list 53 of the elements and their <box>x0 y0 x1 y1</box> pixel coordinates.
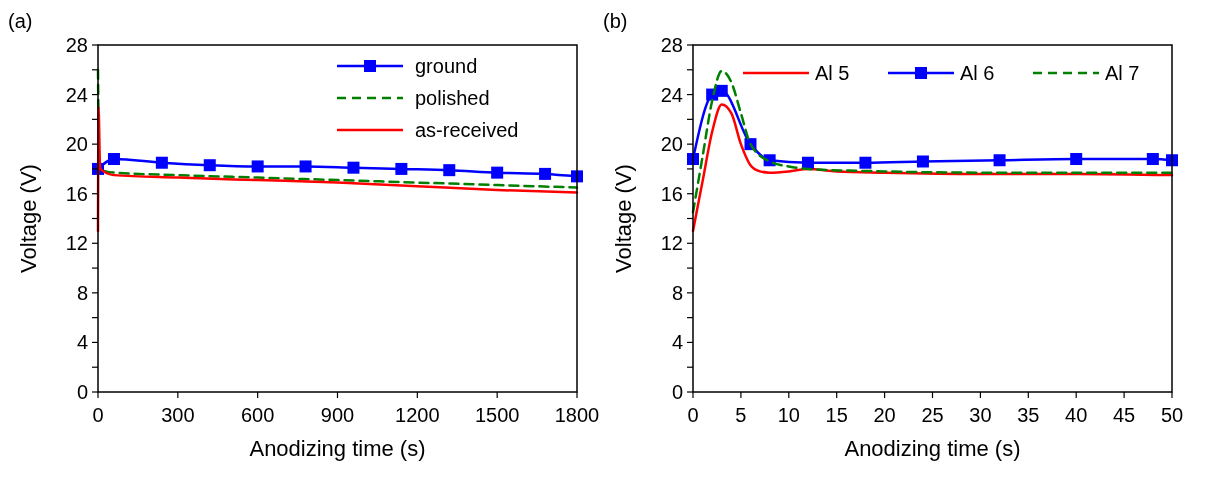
y-tick-label: 4 <box>671 331 683 354</box>
legend-label: polished <box>415 87 490 109</box>
legend-label: as-received <box>415 119 519 141</box>
x-tick-label: 45 <box>1112 404 1136 426</box>
y-tick-label: 16 <box>660 182 683 205</box>
x-tick-label: 1200 <box>395 404 440 426</box>
y-tick-label: 0 <box>76 381 88 403</box>
point <box>715 84 728 97</box>
x-tick-label: 300 <box>161 404 195 426</box>
legend-label: ground <box>415 55 478 77</box>
point <box>1070 153 1083 166</box>
y-tick-label: 28 <box>65 34 88 56</box>
x-tick-label: 600 <box>240 404 275 426</box>
y-tick-label: 20 <box>660 133 683 156</box>
y-axis-title: Voltage (V) <box>611 164 636 273</box>
x-tick-label: 900 <box>320 404 355 426</box>
x-tick-label: 15 <box>825 404 848 426</box>
y-tick-label: 24 <box>660 83 683 106</box>
chart-title: (a) <box>8 10 33 32</box>
legend-label: Al 7 <box>1105 62 1140 84</box>
point <box>916 155 929 168</box>
x-tick-label: 5 <box>735 404 747 426</box>
y-tick-label: 8 <box>76 281 88 304</box>
y-tick-label: 4 <box>76 331 88 354</box>
chart-title: (b) <box>603 10 628 32</box>
y-tick-label: 16 <box>65 182 88 205</box>
y-tick-label: 12 <box>660 232 683 255</box>
y-tick-label: 0 <box>671 381 683 403</box>
x-tick-label: 20 <box>873 404 896 426</box>
x-tick-label: 50 <box>1160 404 1184 426</box>
y-tick-label: 24 <box>65 83 88 106</box>
x-tick-label: 1500 <box>474 404 520 426</box>
point <box>1146 153 1159 166</box>
y-axis-title: Voltage (V) <box>16 164 41 273</box>
x-tick-label: 0 <box>687 404 699 426</box>
y-tick-label: 8 <box>671 281 683 304</box>
point <box>993 154 1006 167</box>
point <box>859 156 872 169</box>
x-tick-label: 40 <box>1065 404 1088 426</box>
legend-label: Al 6 <box>960 62 995 84</box>
legend-label: Al 5 <box>815 62 850 84</box>
x-axis-title: Anodizing time (s) <box>249 436 426 461</box>
x-tick-label: 25 <box>921 404 944 426</box>
x-tick-label: 10 <box>777 404 800 426</box>
x-tick-label: 1800 <box>554 404 600 426</box>
x-axis-title: Anodizing time (s) <box>844 436 1021 461</box>
x-tick-label: 35 <box>1017 404 1040 426</box>
x-tick-label: 30 <box>969 404 992 426</box>
point <box>801 156 814 169</box>
y-tick-label: 20 <box>65 133 88 156</box>
x-tick-label: 0 <box>92 404 104 426</box>
y-tick-label: 28 <box>660 34 683 56</box>
y-tick-label: 12 <box>65 232 88 255</box>
